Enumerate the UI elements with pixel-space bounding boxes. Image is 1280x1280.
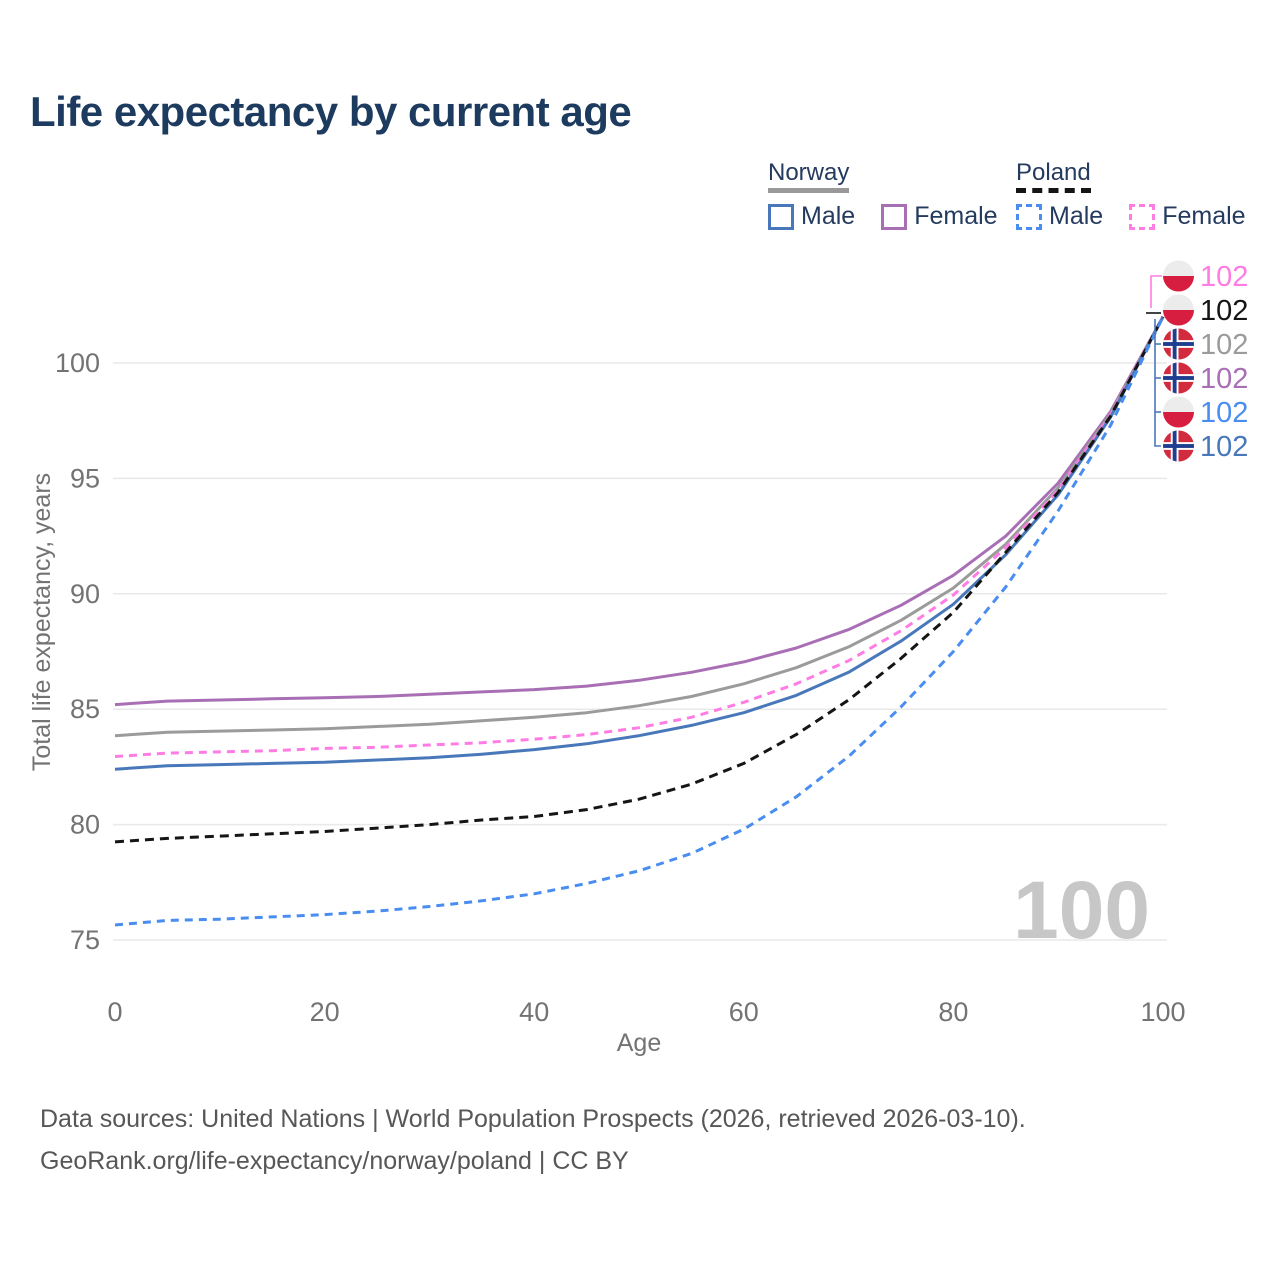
leader-line-pink — [1150, 275, 1162, 308]
norway-flag-icon — [1163, 431, 1194, 462]
poland-female-swatch-icon — [1129, 203, 1156, 230]
legend-item-poland-male[interactable]: Male — [1016, 202, 1103, 231]
series-lines — [114, 316, 1165, 927]
end-value-label: 102 — [1200, 329, 1248, 361]
footer-link[interactable]: GeoRank.org/life-expectancy/norway/polan… — [40, 1147, 629, 1175]
y-tick-label: 80 — [70, 810, 100, 840]
legend-group-norway: Norway Male Female — [768, 159, 1024, 231]
y-tick-label: 100 — [55, 348, 100, 378]
legend-poland-items: Male Female — [1016, 202, 1272, 231]
x-tick-label: 40 — [519, 997, 549, 1027]
x-tick-label: 0 — [107, 997, 122, 1027]
poland-male-swatch-icon — [1016, 203, 1042, 230]
legend-norway-female-label: Female — [914, 202, 998, 231]
legend-item-norway-male[interactable]: Male — [768, 202, 855, 231]
series-line-poland_female — [114, 316, 1165, 758]
series-line-poland_male — [114, 316, 1165, 927]
leader-line-blue — [1154, 319, 1161, 447]
norway-female-swatch-icon — [881, 203, 908, 230]
age-watermark-value: 100 — [1013, 865, 1150, 956]
end-value-label: 102 — [1200, 261, 1248, 293]
series-line-poland_both — [114, 316, 1165, 844]
legend-item-norway-female[interactable]: Female — [881, 202, 998, 231]
legend-norway-title[interactable]: Norway — [768, 159, 850, 194]
y-tick-label: 90 — [70, 579, 100, 609]
legend-norway-items: Male Female — [768, 202, 1024, 231]
y-tick-label: 85 — [70, 694, 100, 724]
norway-male-swatch-icon — [768, 203, 794, 230]
legend-norway-male-label: Male — [801, 202, 856, 231]
series-line-norway_both — [114, 316, 1165, 738]
poland-flag-icon — [1163, 295, 1194, 326]
end-value-label: 102 — [1200, 295, 1248, 327]
legend-poland-title[interactable]: Poland — [1016, 159, 1091, 194]
page-title: Life expectancy by current age — [30, 88, 632, 135]
gridlines — [113, 362, 1167, 941]
footer-sources: Data sources: United Nations | World Pop… — [40, 1105, 1026, 1133]
end-value-label: 102 — [1200, 363, 1248, 395]
poland-flag-icon — [1163, 397, 1194, 428]
x-tick-label: 60 — [729, 997, 759, 1027]
legend-group-poland: Poland Male Female — [1016, 159, 1272, 231]
poland-flag-icon — [1163, 261, 1194, 292]
y-tick-label: 95 — [70, 463, 100, 493]
series-line-norway_female — [114, 316, 1165, 707]
x-tick-label: 80 — [938, 997, 968, 1027]
chart-canvas: 100 75 80 85 90 95 100 0 20 40 60 80 100 Age Total li… — [28, 0, 1248, 1057]
norway-flag-icon — [1163, 329, 1194, 360]
legend-item-poland-female[interactable]: Female — [1129, 202, 1246, 231]
axes: 75 80 85 90 95 100 0 20 40 60 80 100 Age Total life e… — [28, 348, 1186, 1057]
end-value-label: 102 — [1200, 431, 1248, 463]
age-watermark: 100 — [1013, 865, 1150, 956]
end-value-label: 102 — [1200, 397, 1248, 429]
x-tick-label: 20 — [310, 997, 340, 1027]
norway-flag-icon — [1163, 363, 1194, 394]
x-tick-label: 100 — [1140, 997, 1185, 1027]
legend-poland-female-label: Female — [1162, 202, 1246, 231]
x-axis-title: Age — [617, 1029, 661, 1057]
legend-poland-male-label: Male — [1049, 202, 1104, 231]
y-tick-label: 75 — [70, 925, 100, 955]
y-axis-title: Total life expectancy, years — [28, 473, 56, 771]
